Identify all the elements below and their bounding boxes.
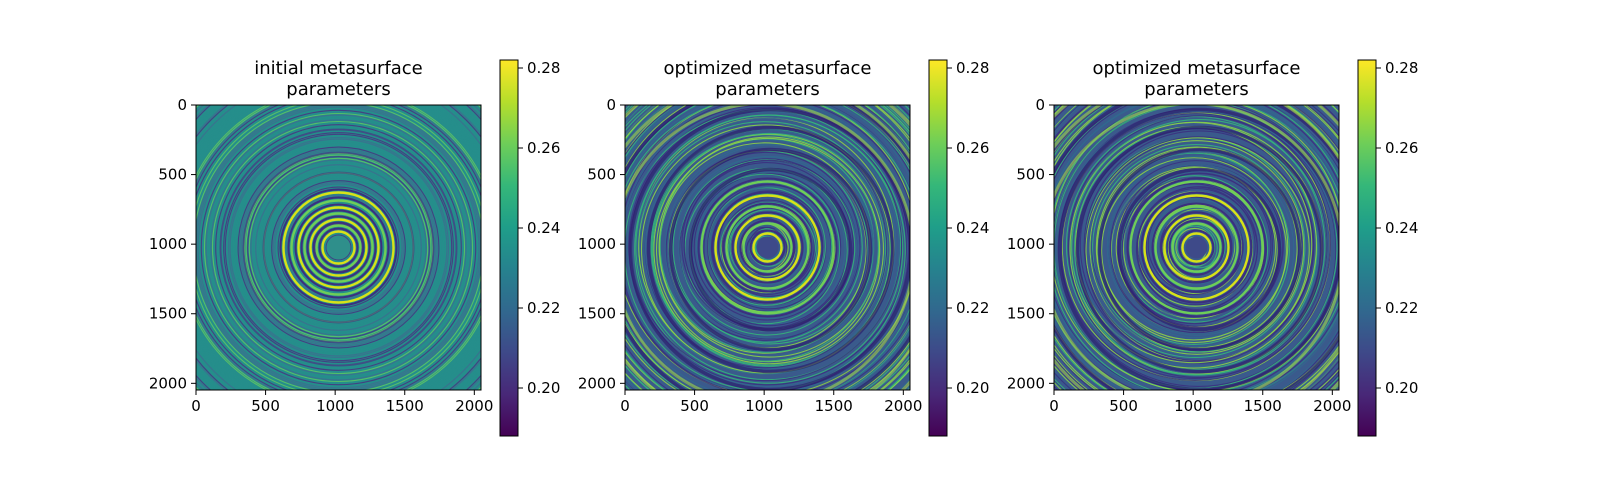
y-tick-label: 1000 — [149, 235, 187, 253]
colorbar-tick-label: 0.22 — [527, 299, 560, 317]
subplot-title: optimized metasurface — [664, 58, 872, 79]
subplot-title: optimized metasurface — [1093, 58, 1301, 79]
x-tick-label: 0 — [191, 397, 201, 415]
colorbar-tick-label: 0.24 — [1385, 219, 1418, 237]
colorbar-tick-label: 0.20 — [1385, 379, 1418, 397]
colorbar-tick-label: 0.20 — [527, 379, 560, 397]
colorbar-tick-label: 0.28 — [1385, 59, 1418, 77]
x-tick-label: 1000 — [1174, 397, 1212, 415]
x-tick-label: 1000 — [316, 397, 354, 415]
y-tick-label: 1500 — [578, 305, 616, 323]
x-tick-label: 2000 — [1313, 397, 1351, 415]
y-tick-label: 1000 — [1007, 235, 1045, 253]
colorbar — [1357, 59, 1377, 437]
subplot-title: parameters — [715, 79, 819, 100]
y-tick-label: 1000 — [578, 235, 616, 253]
colorbar-tick-label: 0.22 — [1385, 299, 1418, 317]
x-tick-label: 500 — [251, 397, 280, 415]
y-tick-label: 0 — [606, 96, 616, 114]
subplot-title: parameters — [1144, 79, 1248, 100]
y-tick-label: 2000 — [1007, 374, 1045, 392]
x-tick-label: 2000 — [455, 397, 493, 415]
y-tick-label: 2000 — [578, 374, 616, 392]
y-tick-label: 1500 — [1007, 305, 1045, 323]
colorbar-tick-label: 0.24 — [956, 219, 989, 237]
y-tick-label: 0 — [1035, 96, 1045, 114]
x-tick-label: 500 — [680, 397, 709, 415]
colorbar-tick-label: 0.24 — [527, 219, 560, 237]
x-tick-label: 1500 — [1244, 397, 1282, 415]
y-tick-label: 500 — [158, 166, 187, 184]
colorbar-tick-label: 0.28 — [527, 59, 560, 77]
axes-frame — [624, 104, 911, 391]
x-tick-label: 0 — [620, 397, 630, 415]
y-tick-label: 500 — [1016, 166, 1045, 184]
x-tick-label: 1500 — [815, 397, 853, 415]
colorbar-tick-label: 0.26 — [1385, 139, 1418, 157]
x-tick-label: 500 — [1109, 397, 1138, 415]
subplot-title: initial metasurface — [254, 58, 422, 79]
colorbar-tick-label: 0.28 — [956, 59, 989, 77]
colorbar — [928, 59, 948, 437]
axes-frame — [1053, 104, 1340, 391]
colorbar-tick-label: 0.22 — [956, 299, 989, 317]
heatmap-image — [625, 105, 910, 390]
heatmap-image — [196, 105, 481, 390]
colorbar-tick-label: 0.20 — [956, 379, 989, 397]
colorbar-tick-label: 0.26 — [956, 139, 989, 157]
colorbar-tick-label: 0.26 — [527, 139, 560, 157]
x-tick-label: 1500 — [386, 397, 424, 415]
x-tick-label: 2000 — [884, 397, 922, 415]
y-tick-label: 500 — [587, 166, 616, 184]
y-tick-label: 1500 — [149, 305, 187, 323]
x-tick-label: 0 — [1049, 397, 1059, 415]
y-tick-label: 0 — [177, 96, 187, 114]
x-tick-label: 1000 — [745, 397, 783, 415]
colorbar — [499, 59, 519, 437]
axes-frame — [195, 104, 482, 391]
subplot-title: parameters — [286, 79, 390, 100]
heatmap-image — [1054, 105, 1339, 390]
y-tick-label: 2000 — [149, 374, 187, 392]
